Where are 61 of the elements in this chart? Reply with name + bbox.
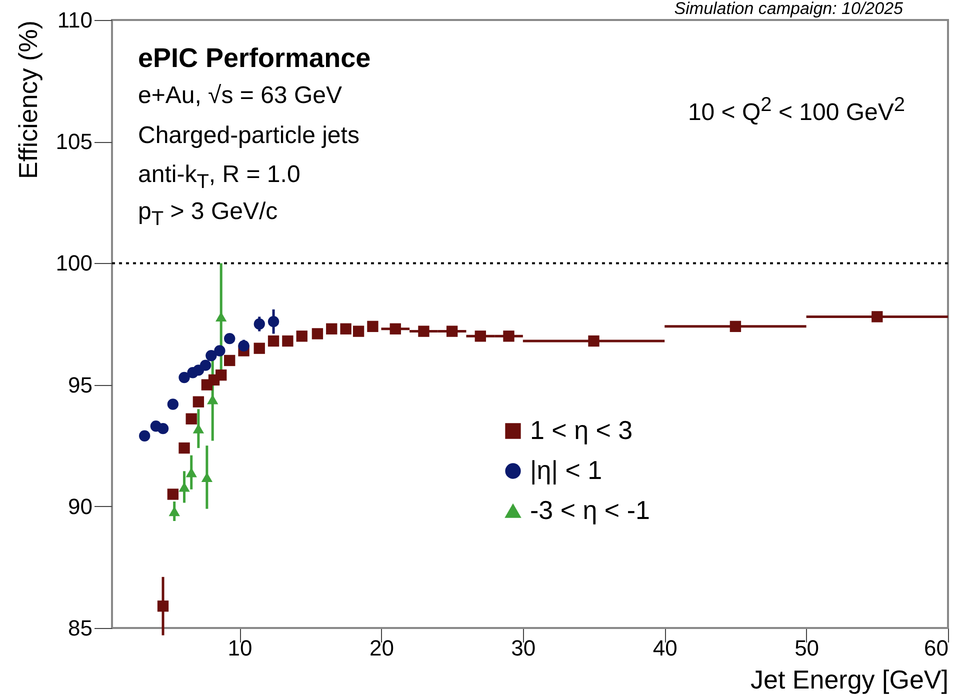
- x-axis-title: Jet Energy [GeV]: [750, 664, 948, 694]
- point: [474, 330, 486, 342]
- y-tick-label: 100: [56, 250, 92, 276]
- y-tick-label: 110: [57, 8, 92, 32]
- x-tick-label: 30: [511, 636, 536, 660]
- y-tick-label: 85: [68, 616, 92, 640]
- annotation: p$_{T}$ > 3 GeV/c: [138, 198, 278, 230]
- point: [186, 468, 197, 478]
- point: [186, 413, 197, 424]
- point: [588, 335, 600, 347]
- point: [192, 396, 204, 408]
- legend-label: -3 < η < -1: [530, 495, 650, 525]
- point: [390, 323, 401, 334]
- point: [326, 323, 338, 334]
- x-tick-label: 60: [924, 636, 948, 660]
- annotation: e+Au, √s = 63 GeV: [138, 82, 342, 109]
- point: [157, 422, 169, 434]
- legend-label: |η| < 1: [530, 455, 602, 485]
- annotation: 10 < Q$^{2}$ < 100 GeV$^{2}$: [688, 94, 905, 126]
- point: [254, 318, 265, 330]
- point: [367, 320, 378, 332]
- x-tick-label: 20: [369, 636, 394, 660]
- y-tick-label: 95: [68, 372, 92, 398]
- point: [207, 394, 218, 404]
- legend-label: 1 < η < 3: [530, 415, 633, 445]
- point: [268, 316, 280, 328]
- point: [224, 333, 236, 344]
- point: [730, 320, 742, 332]
- point: [872, 311, 883, 322]
- annotation: Charged-particle jets: [138, 122, 360, 149]
- point: [238, 340, 250, 352]
- point: [296, 330, 308, 342]
- y-axis-title: Efficiency (%): [12, 20, 43, 179]
- point: [200, 360, 212, 371]
- annotation: anti-k$_{T}$, R = 1.0: [138, 161, 300, 193]
- point: [418, 326, 430, 337]
- point: [206, 350, 217, 362]
- x-tick-label: 40: [652, 636, 678, 660]
- point: [446, 326, 458, 337]
- text: ePIC Performance: [138, 43, 371, 73]
- point: [503, 330, 514, 342]
- point: [216, 369, 227, 381]
- point: [282, 335, 294, 347]
- point: [139, 430, 150, 442]
- y-tick-label: 105: [56, 129, 92, 154]
- point: [340, 323, 352, 334]
- point: [352, 326, 364, 337]
- point: [214, 345, 226, 356]
- chart-subtitle: Simulation campaign: 10/2025: [674, 0, 903, 18]
- point: [167, 398, 179, 410]
- point: [268, 335, 280, 347]
- point: [178, 372, 190, 384]
- point: [254, 342, 265, 354]
- x-tick-label: 10: [228, 636, 252, 660]
- point: [312, 328, 324, 340]
- point: [224, 354, 236, 366]
- y-tick-label: 90: [68, 494, 92, 519]
- point: [157, 600, 169, 612]
- point: [167, 488, 179, 500]
- point: [178, 442, 190, 454]
- x-tick-label: 50: [794, 636, 820, 660]
